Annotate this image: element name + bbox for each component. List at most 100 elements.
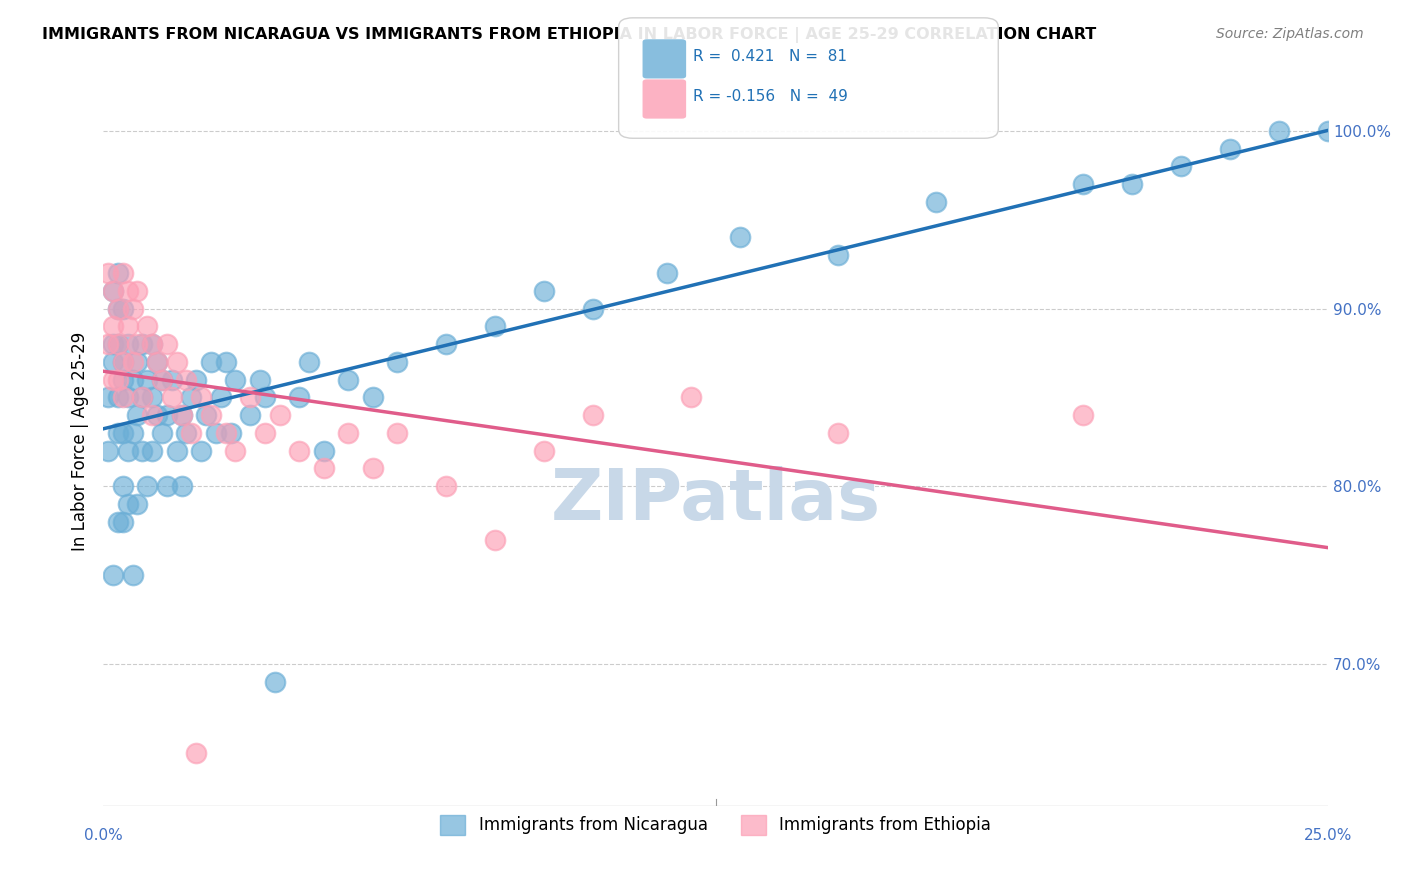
Point [111, 266, 134, 280]
Point [150, 373, 173, 387]
Point [127, 408, 149, 422]
Point [249, 373, 271, 387]
Point [146, 408, 169, 422]
Point [214, 355, 236, 369]
Point [101, 373, 124, 387]
Point [827, 248, 849, 262]
Point [121, 425, 143, 440]
Point [337, 425, 360, 440]
Point [136, 319, 159, 334]
Point [170, 479, 193, 493]
Point [312, 443, 335, 458]
Point [186, 746, 208, 760]
Point [146, 355, 169, 369]
Point [170, 408, 193, 422]
Point [107, 391, 129, 405]
Point [107, 266, 129, 280]
Text: R = -0.156   N =  49: R = -0.156 N = 49 [693, 89, 848, 103]
Point [434, 479, 457, 493]
Point [97, 443, 120, 458]
Point [239, 408, 262, 422]
Text: 25.0%: 25.0% [1303, 828, 1353, 843]
Text: Source: ZipAtlas.com: Source: ZipAtlas.com [1216, 27, 1364, 41]
Point [176, 425, 198, 440]
Point [1268, 124, 1291, 138]
Point [101, 337, 124, 351]
Point [195, 408, 218, 422]
Point [117, 497, 139, 511]
Point [111, 355, 134, 369]
Point [131, 391, 153, 405]
Point [101, 284, 124, 298]
Point [361, 391, 384, 405]
Point [925, 194, 948, 209]
Point [141, 391, 163, 405]
Point [1121, 177, 1143, 191]
Point [728, 230, 751, 244]
Point [150, 425, 173, 440]
Text: 0.0%: 0.0% [84, 828, 122, 843]
Point [239, 391, 262, 405]
Point [127, 355, 149, 369]
Point [107, 515, 129, 529]
Text: ZIPatlas: ZIPatlas [551, 466, 880, 534]
Point [121, 355, 143, 369]
Point [127, 284, 149, 298]
Point [214, 425, 236, 440]
Point [141, 337, 163, 351]
Point [298, 355, 321, 369]
Point [180, 391, 202, 405]
Point [1170, 159, 1192, 173]
Point [107, 337, 129, 351]
Point [288, 391, 311, 405]
Point [361, 461, 384, 475]
Point [200, 355, 222, 369]
Point [111, 301, 134, 316]
Point [111, 515, 134, 529]
Point [166, 443, 188, 458]
Point [117, 391, 139, 405]
Point [533, 284, 555, 298]
Point [97, 391, 120, 405]
Text: R =  0.421   N =  81: R = 0.421 N = 81 [693, 49, 848, 63]
Point [156, 479, 179, 493]
Point [107, 301, 129, 316]
Point [111, 373, 134, 387]
Point [101, 284, 124, 298]
Point [121, 568, 143, 582]
Point [681, 391, 703, 405]
Text: IMMIGRANTS FROM NICARAGUA VS IMMIGRANTS FROM ETHIOPIA IN LABOR FORCE | AGE 25-29: IMMIGRANTS FROM NICARAGUA VS IMMIGRANTS … [42, 27, 1097, 43]
Point [107, 373, 129, 387]
Point [111, 391, 134, 405]
Point [269, 408, 291, 422]
Point [141, 337, 163, 351]
Point [205, 425, 228, 440]
Point [141, 443, 163, 458]
Point [827, 425, 849, 440]
Point [156, 408, 179, 422]
Point [101, 319, 124, 334]
Point [200, 408, 222, 422]
Point [1317, 124, 1340, 138]
Point [219, 425, 242, 440]
Point [97, 266, 120, 280]
Point [253, 425, 276, 440]
Point [484, 533, 506, 547]
Point [117, 319, 139, 334]
Point [582, 408, 605, 422]
Point [107, 425, 129, 440]
Point [190, 443, 212, 458]
Point [288, 443, 311, 458]
Point [136, 373, 159, 387]
Point [127, 497, 149, 511]
Point [127, 337, 149, 351]
Point [312, 461, 335, 475]
Point [1219, 142, 1241, 156]
Point [1071, 408, 1094, 422]
Point [385, 425, 408, 440]
Y-axis label: In Labor Force | Age 25-29: In Labor Force | Age 25-29 [72, 332, 89, 551]
Point [1071, 177, 1094, 191]
Point [176, 373, 198, 387]
Point [107, 301, 129, 316]
Point [111, 479, 134, 493]
